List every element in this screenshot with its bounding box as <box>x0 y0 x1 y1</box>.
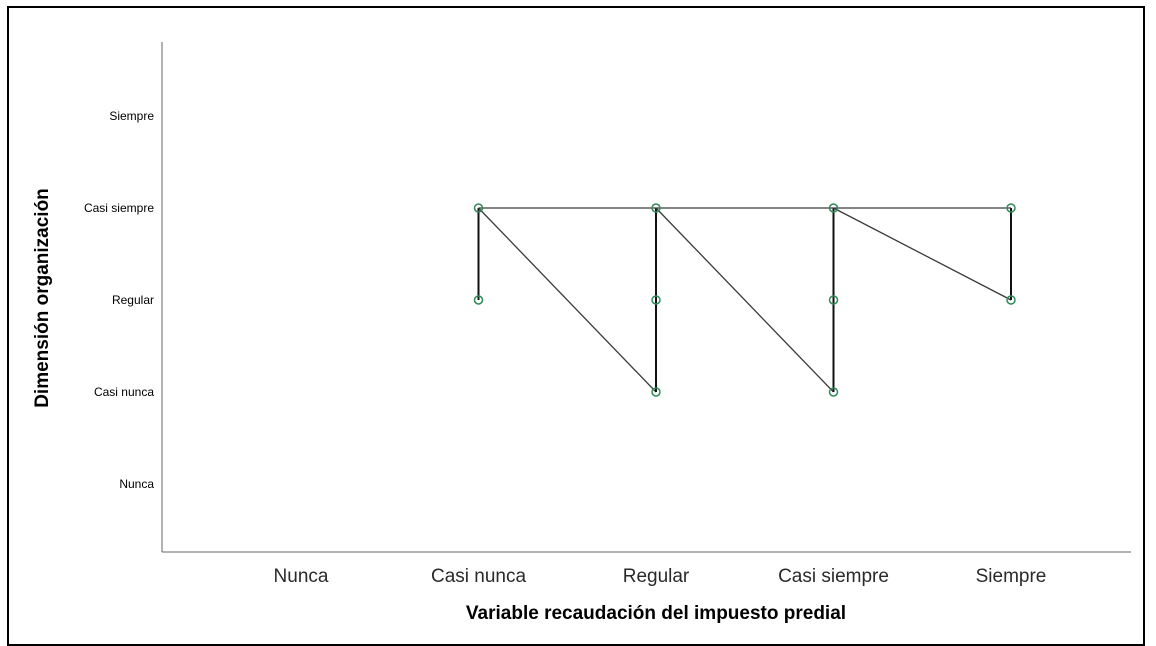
x-tick-label: Siempre <box>976 566 1047 587</box>
data-point <box>473 295 484 305</box>
y-tick-labels: Nunca Casi nunca Regular Casi siempre Siempr… <box>84 109 154 491</box>
x-tick-label: Casi nunca <box>431 566 526 587</box>
series-lines <box>477 207 1012 393</box>
y-tick-label: Casi nunca <box>94 385 154 399</box>
data-point <box>828 295 839 305</box>
y-tick-label: Regular <box>112 293 154 307</box>
x-axis-title: Variable recaudación del impuesto predia… <box>466 603 846 624</box>
series-segment <box>478 207 657 393</box>
data-point <box>1006 295 1016 305</box>
y-tick-label: Siempre <box>109 109 154 123</box>
y-axis-title: Dimensión organización <box>32 188 53 408</box>
chart-frame <box>7 6 1145 646</box>
y-tick-label: Casi siempre <box>84 201 154 215</box>
data-point <box>828 203 839 213</box>
data-point <box>1006 203 1016 213</box>
data-point <box>651 295 661 305</box>
x-tick-label: Nunca <box>274 566 329 587</box>
axes <box>161 42 1131 553</box>
y-tick-label: Nunca <box>119 477 154 491</box>
series-points <box>473 203 1016 397</box>
x-tick-label: Regular <box>623 566 690 587</box>
data-point <box>828 387 839 397</box>
data-point <box>651 203 661 213</box>
data-point <box>473 203 484 213</box>
series-segment <box>655 207 834 393</box>
x-tick-label: Casi siempre <box>778 566 889 587</box>
series-segment <box>833 207 1012 301</box>
x-tick-labels: Nunca Casi nunca Regular Casi siempre Siempr… <box>274 566 1047 587</box>
data-point <box>651 387 661 397</box>
